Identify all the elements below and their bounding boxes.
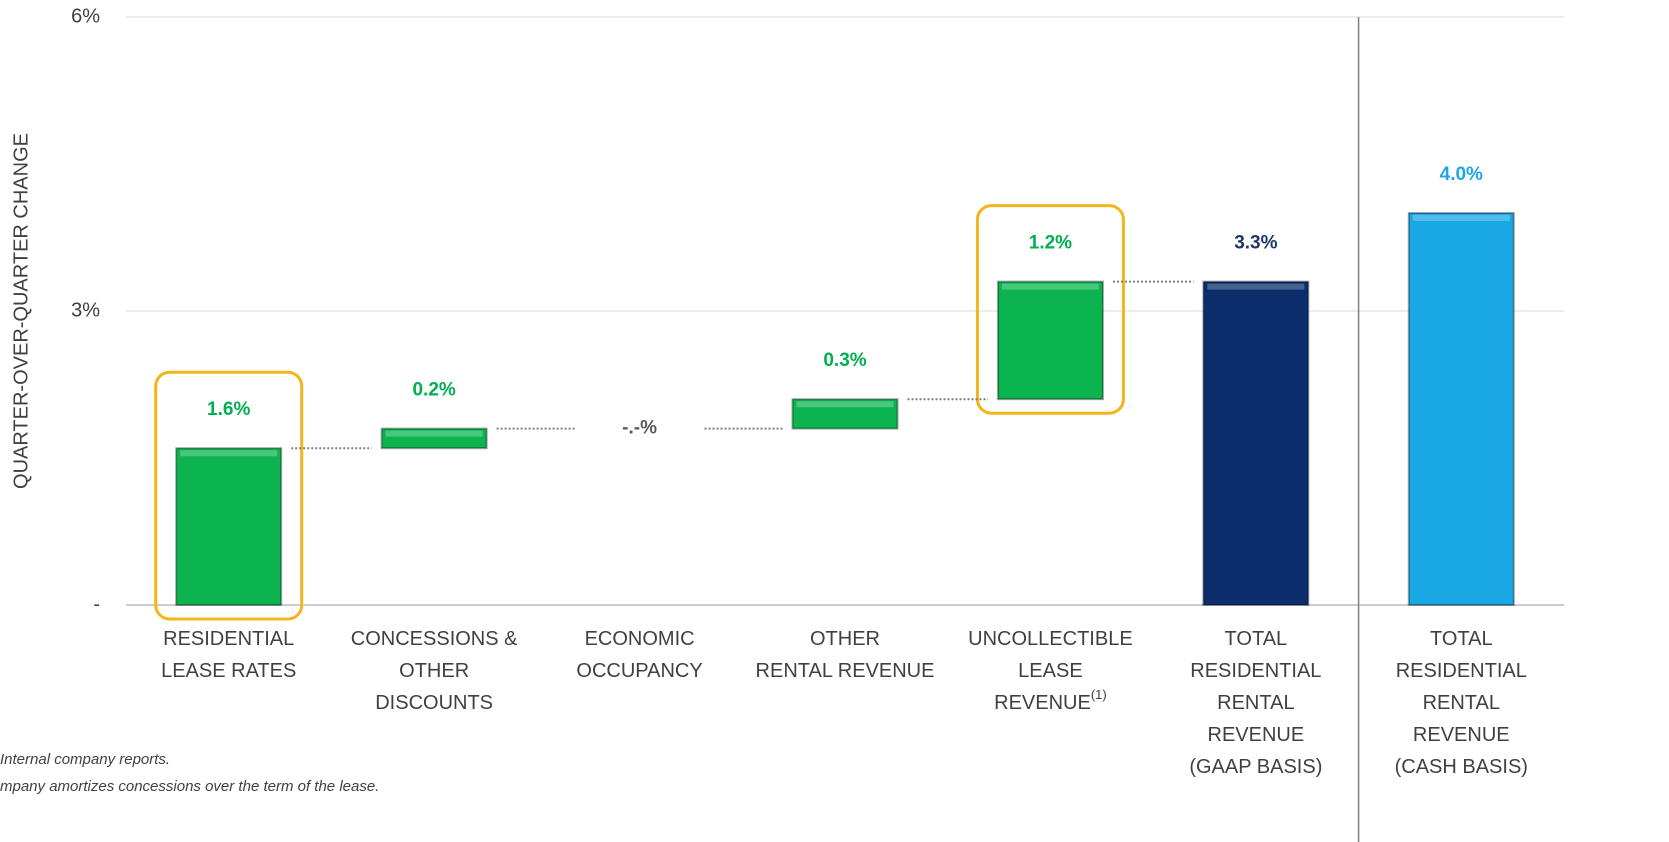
x-tick-label-line: RENTAL xyxy=(1423,692,1500,714)
x-tick-label: ECONOMIC OCCUPANCY xyxy=(576,628,702,682)
x-tick-label-line: RENTAL xyxy=(1217,692,1294,714)
y-tick-label: - xyxy=(93,593,100,615)
bar-shine xyxy=(796,401,894,408)
footnote: mpany amortizes concessions over the ter… xyxy=(0,778,379,795)
x-tick-label-line: REVENUE xyxy=(994,692,1091,714)
bar-shine xyxy=(1412,215,1510,221)
highlight-box xyxy=(154,370,304,621)
x-tick-label-line: RESIDENTIAL xyxy=(1190,660,1321,682)
x-tick-label-line: (CASH BASIS) xyxy=(1395,756,1528,778)
value-label: 1.6% xyxy=(207,399,250,420)
x-tick-label-line: RESIDENTIAL xyxy=(1396,660,1527,682)
x-tick-label-line: DISCOUNTS xyxy=(375,692,493,714)
footnote: Internal company reports. xyxy=(0,751,170,768)
value-label: 3.3% xyxy=(1234,233,1277,254)
x-tick-label-line: OCCUPANCY xyxy=(576,660,702,682)
x-tick-label-line: OTHER xyxy=(810,628,880,650)
x-tick-label-line: REVENUE xyxy=(1413,724,1510,746)
x-tick-label-line: ECONOMIC xyxy=(585,628,695,650)
x-tick-label-line: CONCESSIONS & xyxy=(351,628,518,650)
y-axis-label: QUARTER-OVER-QUARTER CHANGE xyxy=(10,133,32,489)
x-tick-label: TOTAL RESIDENTIAL RENTAL REVENUE (CASH BASIS… xyxy=(1395,628,1528,778)
x-tick-label-line: RENTAL REVENUE xyxy=(756,660,935,682)
bar-shine xyxy=(180,450,278,457)
x-tick-label-line: REVENUE xyxy=(1208,724,1305,746)
x-tick-label-line: LEASE RATES xyxy=(161,660,296,682)
y-tick-label: 3% xyxy=(71,299,100,321)
bar-shine xyxy=(1001,283,1099,290)
bar xyxy=(175,447,283,607)
bar-shine xyxy=(385,430,483,437)
highlight-box xyxy=(975,204,1125,415)
x-tick-label-line: RESIDENTIAL xyxy=(163,628,294,650)
y-tick-label: 6% xyxy=(71,5,100,27)
value-label: 1.2% xyxy=(1029,233,1072,254)
bar xyxy=(380,427,488,450)
x-tick-label: CONCESSIONS & OTHER DISCOUNTS xyxy=(351,628,518,714)
bar xyxy=(791,398,899,430)
bar xyxy=(1202,280,1310,606)
bar-shine xyxy=(1207,283,1305,290)
bar xyxy=(1407,212,1515,606)
x-tick-label: RESIDENTIAL LEASE RATES xyxy=(161,628,296,682)
value-label: 0.3% xyxy=(823,350,866,371)
x-tick-label-line: TOTAL xyxy=(1225,628,1288,650)
value-label: 4.0% xyxy=(1440,164,1483,185)
x-tick-label: OTHER RENTAL REVENUE xyxy=(756,628,935,682)
x-tick-label-line: OTHER xyxy=(399,660,469,682)
x-tick-label-line: (GAAP BASIS) xyxy=(1189,756,1322,778)
bar xyxy=(996,280,1104,401)
x-tick-label-line: UNCOLLECTIBLE xyxy=(968,628,1133,650)
value-label: 0.2% xyxy=(412,380,455,401)
x-tick-label: UNCOLLECTIBLE LEASE REVENUE(1) xyxy=(968,628,1133,714)
x-tick-label: TOTAL RESIDENTIAL RENTAL REVENUE (GAAP BASIS… xyxy=(1189,628,1322,778)
x-tick-label-line: LEASE xyxy=(1018,660,1082,682)
note-mark: (1) xyxy=(1091,687,1107,702)
value-label: -.-% xyxy=(622,418,657,439)
x-tick-label-line: TOTAL xyxy=(1430,628,1493,650)
